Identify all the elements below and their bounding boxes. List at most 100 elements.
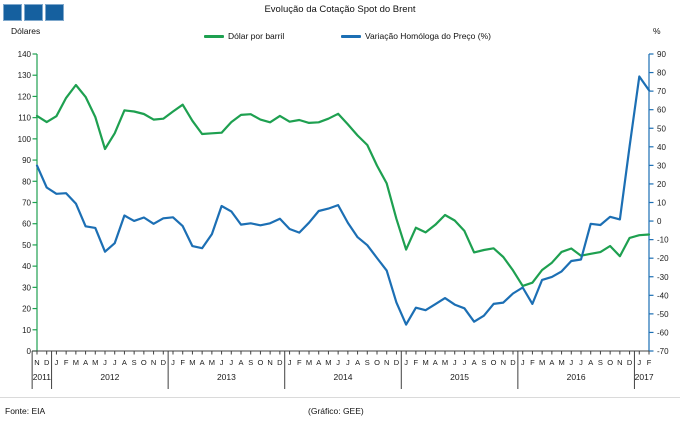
credit-note: (Gráfico: GEE) [308, 406, 364, 416]
price-series-swatch-icon [204, 34, 224, 38]
month-label: A [122, 358, 127, 367]
month-label: D [277, 358, 283, 367]
month-label: S [248, 358, 253, 367]
month-label: S [598, 358, 603, 367]
month-label: F [414, 358, 419, 367]
year-label: 2012 [100, 372, 119, 382]
year-label: 2015 [450, 372, 469, 382]
month-label: J [113, 358, 117, 367]
right-axis-tick-label: -30 [657, 273, 669, 282]
month-label: M [422, 358, 428, 367]
year-label: 2014 [334, 372, 353, 382]
month-label: J [288, 358, 292, 367]
left-axis-tick-label: 120 [18, 92, 32, 101]
month-label: J [55, 358, 59, 367]
month-label: M [558, 358, 564, 367]
legend-label-price: Dólar por barril [228, 31, 285, 41]
right-axis-tick-label: -60 [657, 328, 669, 337]
footer-divider [0, 397, 680, 398]
right-axis-tick-label: -20 [657, 254, 669, 263]
month-label: D [44, 358, 50, 367]
month-label: D [627, 358, 633, 367]
month-label: J [346, 358, 350, 367]
left-axis-tick-label: 30 [22, 283, 31, 292]
month-label: A [472, 358, 477, 367]
right-axis-tick-label: 0 [657, 217, 662, 226]
month-label: A [549, 358, 554, 367]
left-axis-tick-label: 40 [22, 262, 31, 271]
legend-item-yoy: Variação Homóloga do Preço (%) [341, 31, 491, 41]
left-axis-tick-label: 10 [22, 326, 31, 335]
chart-title: Evolução da Cotação Spot do Brent [264, 4, 416, 15]
month-label: O [491, 358, 497, 367]
left-axis-tick-label: 50 [22, 241, 31, 250]
month-label: J [220, 358, 224, 367]
month-label: A [316, 358, 321, 367]
month-label: F [530, 358, 535, 367]
right-axis-tick-label: 20 [657, 180, 666, 189]
month-label: M [539, 358, 545, 367]
year-label: 2017 [635, 372, 654, 382]
legend-label-yoy: Variação Homóloga do Preço (%) [365, 31, 491, 41]
month-label: J [229, 358, 233, 367]
left-axis-tick-label: 80 [22, 177, 31, 186]
month-label: O [141, 358, 147, 367]
month-label: N [384, 358, 389, 367]
month-label: O [258, 358, 264, 367]
left-axis-tick-label: 70 [22, 199, 31, 208]
month-label: A [200, 358, 205, 367]
month-label: F [647, 358, 652, 367]
month-label: N [34, 358, 39, 367]
month-label: F [64, 358, 69, 367]
logo-square-icon [3, 4, 22, 21]
year-label: 2011 [33, 372, 52, 382]
left-axis-tick-label: 20 [22, 305, 31, 314]
month-label: M [325, 358, 331, 367]
right-axis-tick-label: 40 [657, 143, 666, 152]
logo-square-icon [45, 4, 64, 21]
month-label: J [521, 358, 525, 367]
month-label: N [617, 358, 622, 367]
legend-item-price: Dólar por barril [204, 31, 284, 41]
right-axis-tick-label: 70 [657, 87, 666, 96]
month-label: S [132, 358, 137, 367]
left-axis-tick-label: 110 [18, 114, 31, 123]
month-label: M [92, 358, 98, 367]
month-label: S [365, 358, 370, 367]
right-axis-tick-label: -50 [657, 310, 669, 319]
year-label: 2013 [217, 372, 236, 382]
month-label: J [103, 358, 107, 367]
left-axis-tick-label: 0 [27, 347, 32, 356]
right-axis-tick-label: 90 [657, 50, 666, 59]
right-axis-tick-label: 10 [657, 199, 666, 208]
month-label: A [355, 358, 360, 367]
month-label: A [588, 358, 593, 367]
left-axis-unit-label: Dólares [11, 26, 41, 36]
right-axis-unit-label: % [653, 26, 661, 36]
month-label: A [83, 358, 88, 367]
month-label: M [209, 358, 215, 367]
month-label: O [374, 358, 380, 367]
left-axis-tick-label: 100 [18, 135, 32, 144]
left-axis-tick-label: 130 [18, 71, 32, 80]
right-axis-tick-label: -10 [657, 236, 669, 245]
month-label: J [336, 358, 340, 367]
right-axis-tick-label: 30 [657, 161, 666, 170]
source-note: Fonte: EIA [5, 406, 46, 416]
month-label: J [463, 358, 467, 367]
gee-logo [3, 4, 64, 21]
month-label: F [180, 358, 185, 367]
month-label: D [161, 358, 167, 367]
right-axis-tick-label: -40 [657, 291, 669, 300]
right-axis-tick-label: 80 [657, 69, 666, 78]
month-label: J [453, 358, 457, 367]
month-label: N [501, 358, 506, 367]
yoy-series-line [35, 75, 651, 326]
month-label: N [151, 358, 156, 367]
yoy-series-swatch-icon [341, 34, 361, 38]
right-axis-tick-label: 60 [657, 106, 666, 115]
right-axis-tick-label: 50 [657, 124, 666, 133]
month-label: J [569, 358, 573, 367]
month-label: J [404, 358, 408, 367]
